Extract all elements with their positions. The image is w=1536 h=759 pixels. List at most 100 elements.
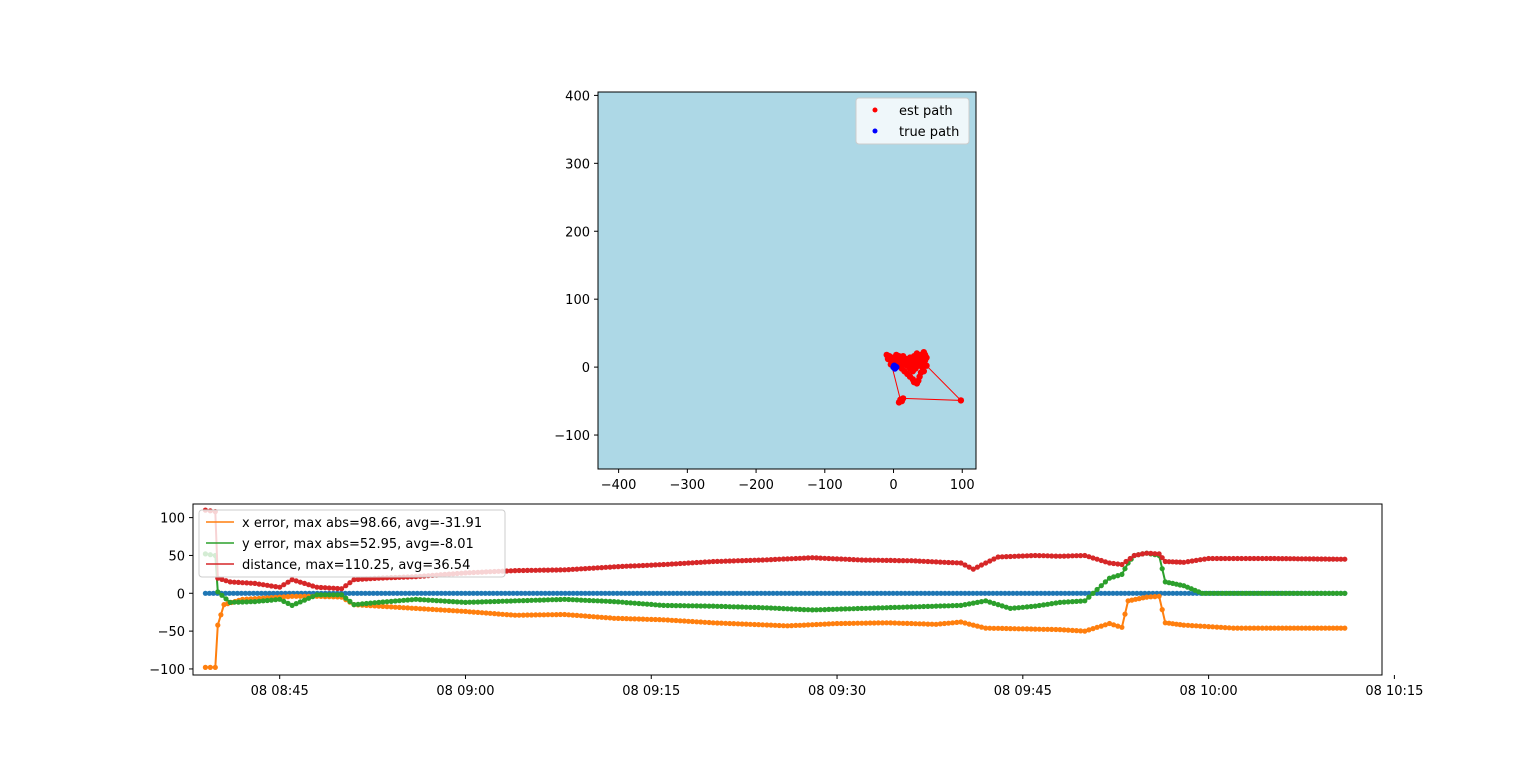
data-point [851,557,857,563]
data-point [1263,555,1269,562]
data-point [794,590,800,596]
data-point [602,590,608,596]
data-point [917,621,923,627]
data-point [1122,611,1128,617]
data-point [1003,554,1009,560]
data-point [1287,625,1293,631]
data-point [1106,575,1113,581]
data-point [1024,553,1030,559]
data-point [966,564,972,570]
data-point [929,621,935,627]
data-point [882,590,888,596]
data-point [1279,556,1285,562]
y-tick-label: 300 [565,157,590,172]
data-point [281,582,287,588]
data-point [842,606,848,612]
y-tick-label: −50 [158,625,185,640]
data-point [998,590,1004,596]
data-point [506,590,512,596]
data-point [681,603,687,609]
data-point [1061,627,1067,633]
data-point [1159,555,1165,561]
data-point [710,558,716,565]
data-point [1219,590,1225,596]
data-point [388,604,394,610]
y-tick-label: 0 [177,587,185,602]
data-point [1152,551,1158,557]
data-point [756,604,762,611]
data-point [528,567,535,573]
path-plot-frame [597,91,977,470]
data-point [619,599,626,605]
data-point [782,590,788,596]
data-point [656,617,663,623]
data-point [917,558,923,564]
data-point [607,615,613,621]
data-point [739,558,745,564]
data-point [562,590,568,596]
data-point [937,621,943,627]
data-point [410,590,416,596]
data-point [250,590,256,596]
data-point [842,590,848,596]
data-point [756,557,762,563]
data-point [999,603,1005,609]
data-point [1110,590,1116,596]
data-point [528,612,535,618]
data-point [851,606,857,612]
data-point [945,620,952,626]
data-point [1115,561,1121,567]
data-point [537,597,543,603]
data-point [429,606,436,613]
data-point [510,590,516,596]
data-point [623,600,630,606]
data-point [590,590,596,596]
data-point [628,616,634,622]
data-point [954,602,960,609]
data-point [570,597,576,603]
data-point [1119,624,1125,630]
data-point [974,590,980,596]
data-point [974,564,981,570]
data-point [512,568,518,574]
data-point [586,590,592,596]
data-point [1156,593,1162,599]
data-point [1243,590,1250,596]
data-point [343,583,349,589]
x-tick-label: 08 09:30 [808,684,866,699]
data-point [372,600,378,606]
data-point [650,590,656,596]
data-point [384,599,390,605]
data-point [363,576,369,582]
data-point [398,590,404,596]
data-point [805,622,811,628]
data-point [495,598,502,605]
data-point [1226,625,1232,631]
data-point [875,620,881,626]
data-point [234,590,240,596]
data-point [1012,626,1018,632]
data-point [524,612,531,618]
data-point [516,612,522,618]
data-point [1210,624,1216,630]
data-point [595,614,601,620]
data-point [934,590,940,596]
error-plot-data [202,507,1348,671]
data-point [351,577,357,583]
data-point [1045,626,1051,632]
path-plot-area [598,92,976,469]
data-point [454,608,460,614]
data-point [1003,625,1009,632]
data-point [1189,623,1195,629]
data-point [570,566,576,572]
data-point [545,612,551,618]
data-point [702,619,708,625]
data-point [611,599,617,605]
data-point [632,616,638,622]
data-point [867,605,873,611]
data-point [1098,557,1104,564]
data-point [486,590,492,596]
data-point [1061,599,1067,605]
data-point [957,397,965,404]
